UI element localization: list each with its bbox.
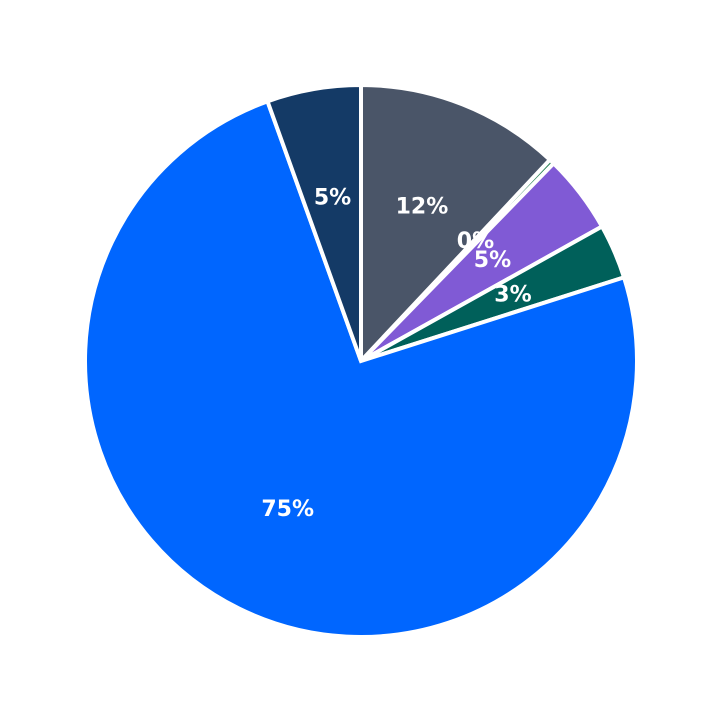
pie-slice-5 [264, 82, 363, 362]
slice-label-1: 0% [457, 229, 494, 254]
slice-label-3: 3% [494, 283, 531, 308]
slice-label-5: 5% [314, 185, 351, 210]
pie-slice-0 [359, 82, 553, 367]
slice-label-4: 75% [261, 497, 314, 522]
slice-label-2: 5% [474, 248, 511, 273]
slices-layer [83, 82, 639, 639]
labels-layer: 12%0%5%3%75%5% [261, 185, 531, 522]
pie-slice-4 [83, 98, 639, 639]
slice-label-0: 12% [396, 195, 449, 220]
